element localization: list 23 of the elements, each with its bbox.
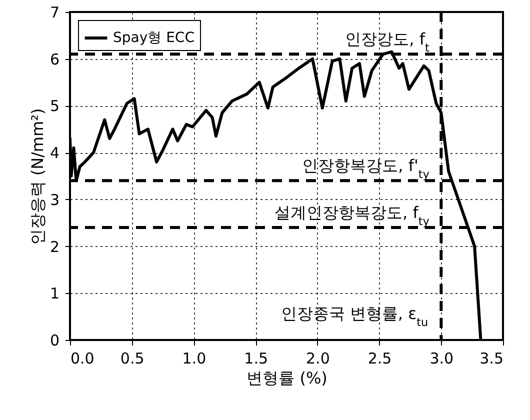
ref-line-label: 설계인장항복강도, f$_{ty}$ (274, 202, 430, 228)
y-tick-label: 0 (50, 332, 60, 350)
x-tick-label: 3.0 (430, 350, 454, 368)
ref-line-label: 인장강도, f$_{t}$ (345, 29, 430, 54)
x-tick-label: 1.5 (244, 350, 268, 368)
ref-line-label: 인장종국 변형률, ε$_{tu}$ (280, 304, 428, 328)
y-tick-label: 3 (50, 190, 60, 209)
y-tick-label: 6 (50, 50, 60, 68)
x-tick-label: 1.0 (182, 350, 206, 368)
x-tick-label: 2.5 (368, 350, 392, 368)
x-axis-title: 변형률 (%) (246, 368, 328, 388)
x-tick-label: 3.5 (480, 350, 504, 368)
ref-line-label: 인장항복강도, f'$_{ty}$ (302, 156, 430, 180)
y-tick-label: 1 (50, 284, 60, 303)
x-tick-label: 0.5 (120, 350, 144, 368)
y-tick-label: 5 (50, 97, 60, 116)
y-tick-label: 4 (50, 144, 60, 162)
y-axis-title: 인장응력 (N/mm²) (28, 108, 47, 245)
y-tick-label: 7 (50, 4, 60, 22)
y-tick-label: 2 (50, 238, 60, 256)
x-tick-label: 0.0 (70, 350, 94, 368)
x-tick-label: 2.0 (306, 350, 330, 368)
legend-label: Spay형 ECC (113, 30, 195, 46)
